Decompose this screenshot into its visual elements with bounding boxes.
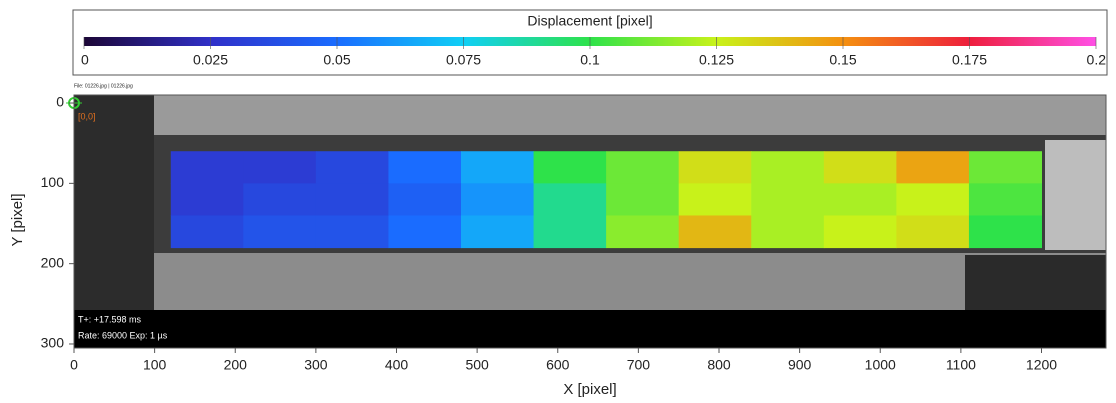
- field-cell: [243, 215, 317, 249]
- field-cell: [170, 183, 244, 216]
- field-cell: [823, 151, 897, 184]
- y-axis-label: Y [pixel]: [9, 193, 26, 246]
- x-tick-label: 1000: [865, 357, 896, 373]
- x-tick-label: 500: [465, 357, 489, 373]
- y-tick-label: 0: [56, 94, 64, 110]
- field-cell: [606, 151, 680, 184]
- y-tick-label: 100: [41, 174, 65, 190]
- x-tick-label: 800: [707, 357, 731, 373]
- field: [170, 151, 1042, 249]
- field-cell: [388, 183, 462, 216]
- x-tick-label: 900: [788, 357, 812, 373]
- field-cell: [606, 183, 680, 216]
- field-cell: [896, 183, 970, 216]
- field-cell: [968, 215, 1042, 249]
- colorbar-tick-label: 0: [81, 52, 89, 68]
- x-tick-label: 200: [224, 357, 248, 373]
- y-tick-label: 200: [41, 254, 65, 270]
- x-axis-label: X [pixel]: [563, 381, 616, 398]
- field-cell: [678, 151, 752, 184]
- y-tick-label: 300: [41, 335, 65, 351]
- field-cell: [461, 215, 535, 249]
- colorbar-tick-label: 0.05: [323, 52, 350, 68]
- field-cell: [315, 183, 389, 216]
- x-tick-label: 0: [70, 357, 78, 373]
- field-cell: [606, 215, 680, 249]
- plot-frame: [73, 94, 1107, 349]
- field-cell: [968, 151, 1042, 184]
- x-tick-label: 700: [627, 357, 651, 373]
- x-tick-label: 400: [385, 357, 409, 373]
- x-tick-label: 300: [304, 357, 328, 373]
- colorbar-tick-label: 0.2: [1087, 52, 1107, 68]
- colorbar-tick-label: 0.15: [829, 52, 856, 68]
- origin-label: [0,0]: [78, 111, 96, 121]
- field-cell: [896, 151, 970, 184]
- field-cell: [170, 151, 244, 184]
- field-cell: [243, 151, 317, 184]
- field-cell: [533, 183, 607, 216]
- colorbar-tick-label: 0.075: [446, 52, 481, 68]
- field-cell: [461, 183, 535, 216]
- x-tick-label: 100: [143, 357, 167, 373]
- field-cell: [315, 151, 389, 184]
- field-cell: [751, 215, 825, 249]
- field-cell: [751, 151, 825, 184]
- x-tick-label: 600: [546, 357, 570, 373]
- time-label: T+: +17.598 ms: [78, 314, 142, 324]
- field-cell: [678, 183, 752, 216]
- colorbar-tick-label: 0.1: [580, 52, 600, 68]
- colorbar-tick-label: 0.125: [699, 52, 734, 68]
- rate-label: Rate: 69000 Exp: 1 µs: [78, 330, 168, 340]
- info-bar: [74, 310, 1106, 348]
- field-cell: [243, 183, 317, 216]
- field-cell: [388, 215, 462, 249]
- field-cell: [533, 215, 607, 249]
- colorbar-title: Displacement [pixel]: [527, 13, 652, 29]
- field-cell: [315, 215, 389, 249]
- field-cell: [823, 215, 897, 249]
- field-cell: [461, 151, 535, 184]
- colorbar-tick-label: 0.025: [193, 52, 228, 68]
- field-cell: [896, 215, 970, 249]
- field-cell: [388, 151, 462, 184]
- field-cell: [678, 215, 752, 249]
- file-label: File: 01226.jpg | 01226.jpg: [74, 83, 133, 89]
- colorbar-tick-label: 0.175: [952, 52, 987, 68]
- field-cell: [170, 215, 244, 249]
- field-cell: [751, 183, 825, 216]
- field-cell: [533, 151, 607, 184]
- field-cell: [823, 183, 897, 216]
- x-tick-label: 1200: [1026, 357, 1057, 373]
- field-cell: [968, 183, 1042, 216]
- x-tick-label: 1100: [946, 357, 976, 373]
